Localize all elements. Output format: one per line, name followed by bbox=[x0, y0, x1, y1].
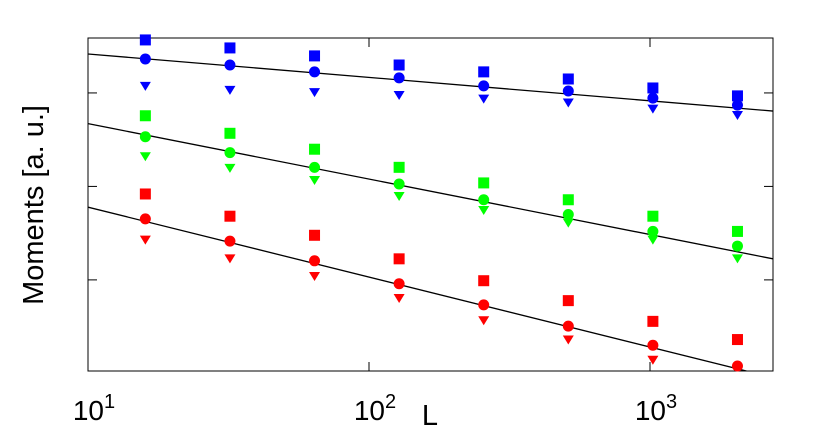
tick-exponent: 3 bbox=[666, 391, 677, 413]
square-point bbox=[647, 315, 659, 327]
square-point bbox=[731, 334, 743, 346]
triangle-point bbox=[647, 355, 659, 365]
circle-point bbox=[731, 99, 743, 111]
x-tick-label: 102 bbox=[354, 391, 396, 426]
circle-point bbox=[478, 194, 490, 206]
circle-point bbox=[309, 161, 321, 173]
square-point bbox=[562, 194, 574, 206]
circle-point bbox=[478, 80, 490, 92]
triangle-point bbox=[393, 91, 405, 101]
tick-exponent: 2 bbox=[385, 391, 396, 413]
square-point bbox=[731, 90, 743, 102]
square-point bbox=[393, 253, 405, 265]
circle-point bbox=[393, 278, 405, 290]
x-tick-label: 101 bbox=[73, 391, 115, 426]
triangle-point bbox=[139, 235, 151, 245]
circle-point bbox=[139, 53, 151, 65]
data-points bbox=[139, 34, 743, 372]
square-point bbox=[393, 161, 405, 173]
circle-point bbox=[139, 131, 151, 143]
square-point bbox=[139, 110, 151, 122]
triangle-point bbox=[393, 294, 405, 304]
triangle-point bbox=[224, 163, 236, 173]
fit-line bbox=[88, 122, 773, 260]
circle-point bbox=[309, 66, 321, 78]
triangle-point bbox=[139, 152, 151, 162]
circle-point bbox=[224, 147, 236, 159]
square-point bbox=[562, 295, 574, 307]
circle-point bbox=[731, 360, 743, 372]
circle-point bbox=[647, 92, 659, 104]
circle-point bbox=[393, 178, 405, 190]
tick-base: 10 bbox=[354, 395, 385, 426]
triangle-point bbox=[139, 81, 151, 91]
triangle-point bbox=[224, 85, 236, 95]
circle-point bbox=[647, 339, 659, 351]
x-tick-label: 103 bbox=[635, 391, 677, 426]
square-point bbox=[309, 50, 321, 62]
circle-point bbox=[562, 320, 574, 332]
tick-base: 10 bbox=[635, 395, 666, 426]
tick-exponent: 1 bbox=[104, 391, 115, 413]
circle-point bbox=[562, 209, 574, 221]
plot-frame bbox=[87, 37, 774, 372]
square-point bbox=[647, 82, 659, 94]
square-point bbox=[224, 127, 236, 139]
triangle-point bbox=[478, 205, 490, 215]
triangle-point bbox=[731, 111, 743, 121]
circle-point bbox=[393, 72, 405, 84]
square-point bbox=[478, 66, 490, 78]
circle-point bbox=[647, 225, 659, 237]
triangle-point bbox=[309, 88, 321, 98]
triangle-point bbox=[647, 235, 659, 245]
square-point bbox=[224, 210, 236, 222]
tick-base: 10 bbox=[73, 395, 104, 426]
y-axis-label: Moments [a. u.] bbox=[18, 105, 50, 305]
triangle-point bbox=[647, 104, 659, 114]
square-point bbox=[139, 188, 151, 200]
triangle-point bbox=[309, 272, 321, 282]
triangle-point bbox=[224, 254, 236, 264]
triangle-point bbox=[393, 191, 405, 201]
triangle-point bbox=[478, 316, 490, 326]
triangle-point bbox=[562, 98, 574, 108]
triangle-point bbox=[478, 94, 490, 104]
circle-point bbox=[478, 299, 490, 311]
triangle-point bbox=[309, 176, 321, 186]
triangle-point bbox=[562, 335, 574, 345]
fit-line bbox=[88, 53, 773, 112]
square-point bbox=[393, 59, 405, 71]
square-point bbox=[309, 143, 321, 155]
circle-point bbox=[309, 255, 321, 267]
square-point bbox=[139, 34, 151, 46]
square-point bbox=[309, 229, 321, 241]
circle-point bbox=[139, 213, 151, 225]
circle-point bbox=[224, 59, 236, 71]
square-point bbox=[478, 177, 490, 189]
square-point bbox=[647, 210, 659, 222]
fit-line bbox=[88, 206, 750, 371]
triangle-point bbox=[731, 254, 743, 264]
fit-lines bbox=[88, 53, 773, 371]
circle-point bbox=[731, 240, 743, 252]
square-point bbox=[562, 73, 574, 85]
circle-point bbox=[562, 85, 574, 97]
square-point bbox=[731, 225, 743, 237]
circle-point bbox=[224, 235, 236, 247]
triangle-point bbox=[562, 218, 574, 228]
square-point bbox=[224, 42, 236, 54]
x-axis-label: L bbox=[422, 400, 438, 432]
square-point bbox=[478, 275, 490, 287]
